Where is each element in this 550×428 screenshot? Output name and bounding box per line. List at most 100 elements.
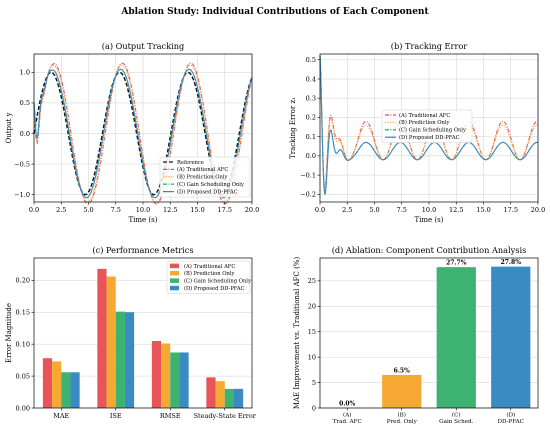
bar-value-label: 27.8% [501,259,522,266]
legend-label: (D) Proposed DD-PFAC [184,285,245,292]
legend-label: (B) Prediction Only [184,270,235,277]
legend-label: Reference [177,160,204,166]
bar-metric [151,340,162,408]
legend-label: (C) Gain Scheduling Only [184,278,251,285]
y-tick-label: −0.2 [300,191,316,199]
y-tick-label: 0.5 [306,56,316,64]
bar-ablation [382,374,422,408]
legend-box [381,109,473,143]
y-tick-label: 25 [308,277,316,285]
legend-label: (A) Traditional AFC [177,166,228,173]
figure-suptitle: Ablation Study: Individual Contributions… [120,7,429,17]
y-tick-label: 0.4 [306,75,316,83]
y-tick-label: −0.5 [14,160,30,168]
legend-label: (B) Prediction Only [177,174,228,181]
bar-metric [233,388,244,408]
x-tick-label: Steady-State Error [194,412,257,420]
x-tick-label: 12.5 [163,206,177,214]
y-tick-label: 0.15 [16,309,30,317]
x-tick-label-line2: Trad. AFC [333,419,362,425]
y-tick-label: 0.2 [306,114,316,122]
panel-d-title: (d) Ablation: Component Contribution Ana… [332,245,527,255]
x-tick-label: MAE [53,412,69,420]
x-tick-label: 20.0 [245,206,259,214]
legend-swatch [170,271,179,276]
bar-ablation [491,266,531,408]
x-tick-label-line1: (C) [452,412,461,419]
panel-tracking-error: 0.0 2.5 5.0 7.5 10.0 12.5 15.0 17.5 20.0 −0.2 −0.1… [289,41,545,224]
bar-metric [97,268,107,408]
panel-b-ylabel: Tracking Error z₁ [289,97,297,159]
legend-box [159,156,251,198]
legend-label: (B) Prediction Only [399,119,450,126]
legend-label: (C) Gain Scheduling Only [399,127,466,134]
bar-metric [179,352,189,408]
legend-swatch [170,263,179,269]
x-tick-label-line1: (B) [398,412,406,419]
x-tick-label: 7.5 [397,206,407,214]
legend-label: (D) Proposed DD-PFAC [177,188,238,195]
panel-b-xlabel: Time (s) [415,216,444,224]
bar-metric [124,312,135,408]
panel-b-title: (b) Tracking Error [391,41,468,51]
x-tick-label: 2.5 [342,206,352,214]
bar-ablation [436,267,476,408]
x-tick-label-line2: Gain Sched. [439,419,473,425]
legend-label: (A) Traditional AFC [399,112,450,119]
y-tick-label: 0.05 [16,372,30,380]
bar-metric [106,276,116,408]
legend-box [166,260,251,294]
x-tick-label: 15.0 [190,206,204,214]
x-tick-label: 0.0 [315,206,325,214]
axes-frame [319,257,539,409]
y-tick-label: 0.1 [306,133,316,141]
y-tick-label: 0.5 [20,99,30,107]
x-tick-label-line2: DD-PFAC [498,419,524,425]
panel-a-title: (a) Output Tracking [102,41,185,51]
bar-metric [224,388,234,408]
y-tick-label: −1.0 [14,191,30,199]
y-tick-label: 0 [312,404,316,412]
y-tick-label: 1.0 [20,69,30,77]
bar-metric [61,372,71,408]
x-tick-label-line1: (D) [506,412,515,419]
bar-metric [115,311,125,408]
x-tick-label: 10.0 [422,206,436,214]
x-tick-label-line2: Pred. Only [387,419,418,425]
bar-metric [170,352,180,408]
panel-a-xlabel: Time (s) [129,216,158,224]
x-tick-label: 7.5 [111,206,121,214]
legend-label: (D) Proposed DD-PFAC [399,134,460,141]
legend-label: (A) Traditional AFC [184,263,235,270]
error-line-0 [319,55,539,191]
legend-swatch [170,285,179,291]
panel-d-ylabel: MAE Improvement vs. Traditional AFC (%) [293,257,301,410]
x-tick-label: 17.5 [218,206,232,214]
y-tick-label: 0.0 [306,152,316,160]
y-tick-label: 0.0 [20,130,30,138]
panel-output-tracking: 0.0 2.5 5.0 7.5 10.0 12.5 15.0 17.5 20.0 −1.0 −0.5… [5,41,259,224]
bar-value-label: 6.5% [394,367,410,374]
bar-metric [52,361,62,408]
error-line-3 [319,55,539,196]
bar-metric [42,358,53,408]
x-tick-label: 12.5 [449,206,463,214]
x-tick-label: 20.0 [531,206,545,214]
x-tick-label: ISE [110,412,122,420]
panel-c-ylabel: Error Magnitude [5,303,13,363]
legend-label: (C) Gain Scheduling Only [177,181,244,188]
x-tick-label: 5.0 [369,206,379,214]
y-tick-label: 15 [308,328,316,336]
panel-a-ylabel: Output y [5,112,13,143]
bar-value-label: 27.7% [446,260,467,267]
y-tick-label: 0.20 [16,277,30,285]
y-tick-label: 10 [308,353,316,361]
legend-swatch [170,278,179,283]
x-tick-label-line1: (A) [343,412,351,419]
panel-performance-metrics: MAE ISE RMSE Steady-State Error 0.00 0.05 0.10… [5,245,257,420]
bar-metric [206,377,216,408]
x-tick-label: 0.0 [29,206,39,214]
x-tick-label: RMSE [160,412,181,420]
y-tick-label: 0.00 [16,404,30,412]
